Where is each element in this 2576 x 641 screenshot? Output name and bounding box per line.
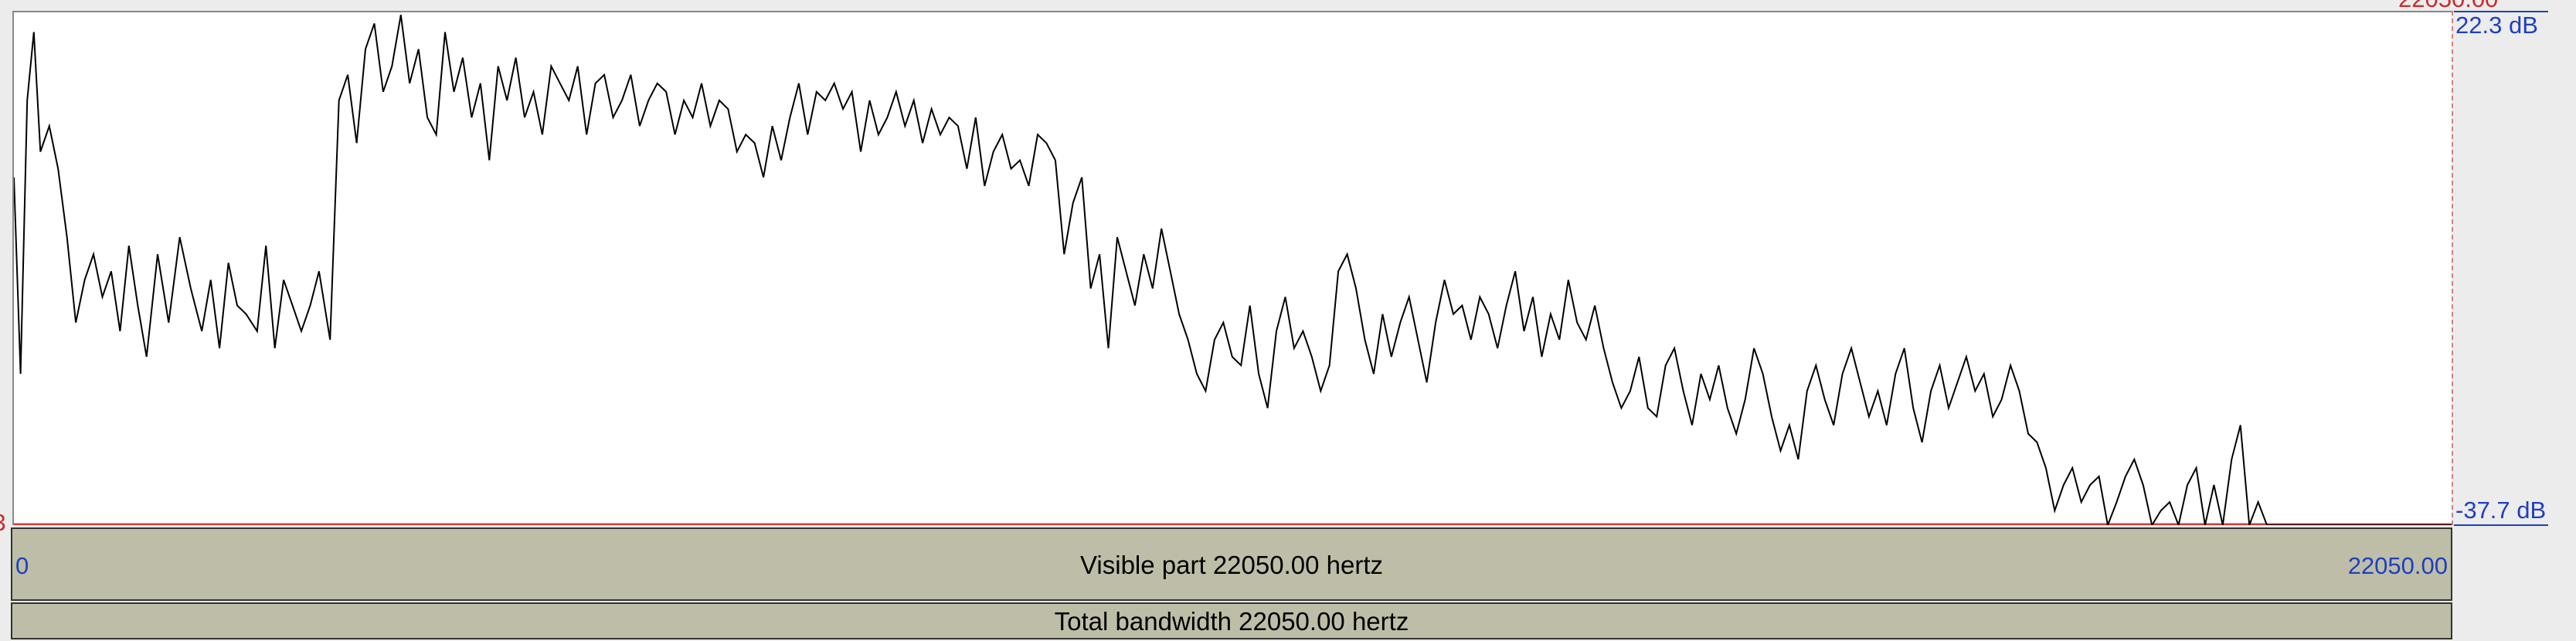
spectrum-plot-area[interactable] <box>12 11 2452 525</box>
top-cut-label: 22050.00 <box>2398 0 2498 12</box>
x-min-label: 0 <box>15 552 29 579</box>
db-min-label: -37.7 dB <box>2455 497 2547 524</box>
total-bandwidth-label: Total bandwidth 22050.00 hertz <box>1054 607 1409 636</box>
visible-part-label: Visible part 22050.00 hertz <box>1080 551 1383 579</box>
left-cut-label: -3 <box>0 510 6 536</box>
x-max-label: 22050.00 <box>2347 552 2448 579</box>
spectrum-line-spectrum <box>14 15 2452 525</box>
total-bandwidth-bar[interactable]: Total bandwidth 22050.00 hertz <box>11 602 2452 639</box>
db-max-label: 22.3 dB <box>2455 12 2538 39</box>
db-bottom-rule <box>2454 524 2548 526</box>
db-top-rule <box>2454 11 2548 12</box>
visible-part-bar[interactable]: 0 Visible part 22050.00 hertz 22050.00 <box>11 527 2452 601</box>
spectrum-chart <box>14 15 2452 525</box>
plot-right-edge <box>2452 11 2453 525</box>
